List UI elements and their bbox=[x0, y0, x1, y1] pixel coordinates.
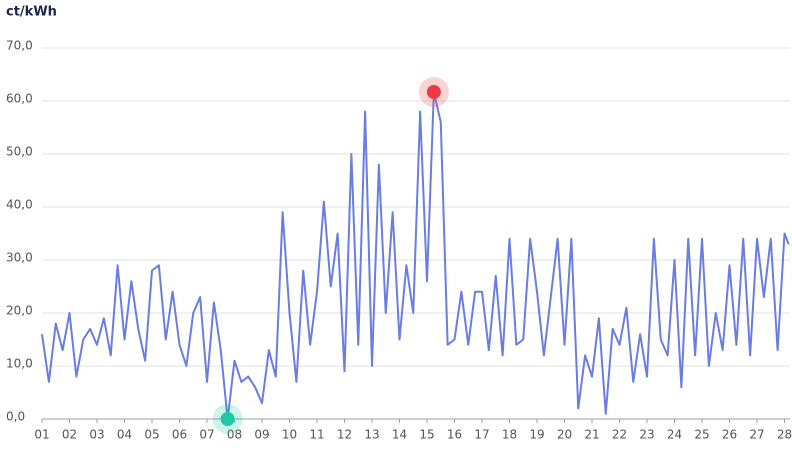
x-tick-label: 15 bbox=[419, 428, 434, 442]
x-tick-label: 16 bbox=[447, 428, 462, 442]
x-tick-label: 11 bbox=[309, 428, 324, 442]
y-tick-label: 30,0 bbox=[6, 251, 33, 265]
x-tick-label: 12 bbox=[337, 428, 352, 442]
y-axis-label: ct/kWh bbox=[6, 5, 57, 20]
x-tick-label: 19 bbox=[529, 428, 544, 442]
price-line bbox=[41, 90, 790, 420]
x-tick-label: 21 bbox=[584, 428, 599, 442]
x-tick-label: 05 bbox=[144, 428, 159, 442]
x-tick-label: 07 bbox=[199, 428, 214, 442]
x-tick-label: 06 bbox=[172, 428, 187, 442]
min-marker bbox=[220, 412, 235, 426]
x-tick-label: 24 bbox=[667, 428, 682, 442]
x-tick-label: 25 bbox=[694, 428, 709, 442]
x-tick-label: 20 bbox=[557, 428, 572, 442]
y-tick-label: 50,0 bbox=[6, 145, 33, 159]
x-tick-label: 22 bbox=[612, 428, 627, 442]
y-tick-label: 10,0 bbox=[6, 357, 33, 371]
x-tick-label: 14 bbox=[392, 428, 407, 442]
max-marker bbox=[426, 84, 441, 99]
y-tick-label: 0,0 bbox=[6, 410, 25, 424]
x-tick-label: 13 bbox=[364, 428, 379, 442]
x-tick-label: 09 bbox=[254, 428, 269, 442]
x-tick-label: 23 bbox=[639, 428, 654, 442]
x-tick-label: 27 bbox=[749, 428, 764, 442]
y-tick-label: 20,0 bbox=[6, 304, 33, 318]
x-tick-label: 26 bbox=[722, 428, 737, 442]
y-tick-label: 60,0 bbox=[6, 92, 33, 106]
x-tick-label: 02 bbox=[62, 428, 77, 442]
y-tick-label: 40,0 bbox=[6, 198, 33, 212]
x-tick-label: 10 bbox=[282, 428, 297, 442]
x-tick-label: 04 bbox=[117, 428, 132, 442]
x-tick-label: 08 bbox=[227, 428, 242, 442]
x-tick-label: 28 bbox=[777, 428, 792, 442]
x-tick-label: 18 bbox=[502, 428, 517, 442]
x-tick-label: 03 bbox=[89, 428, 104, 442]
y-tick-label: 70,0 bbox=[6, 39, 33, 53]
x-tick-label: 17 bbox=[474, 428, 489, 442]
x-tick-label: 01 bbox=[34, 428, 49, 442]
